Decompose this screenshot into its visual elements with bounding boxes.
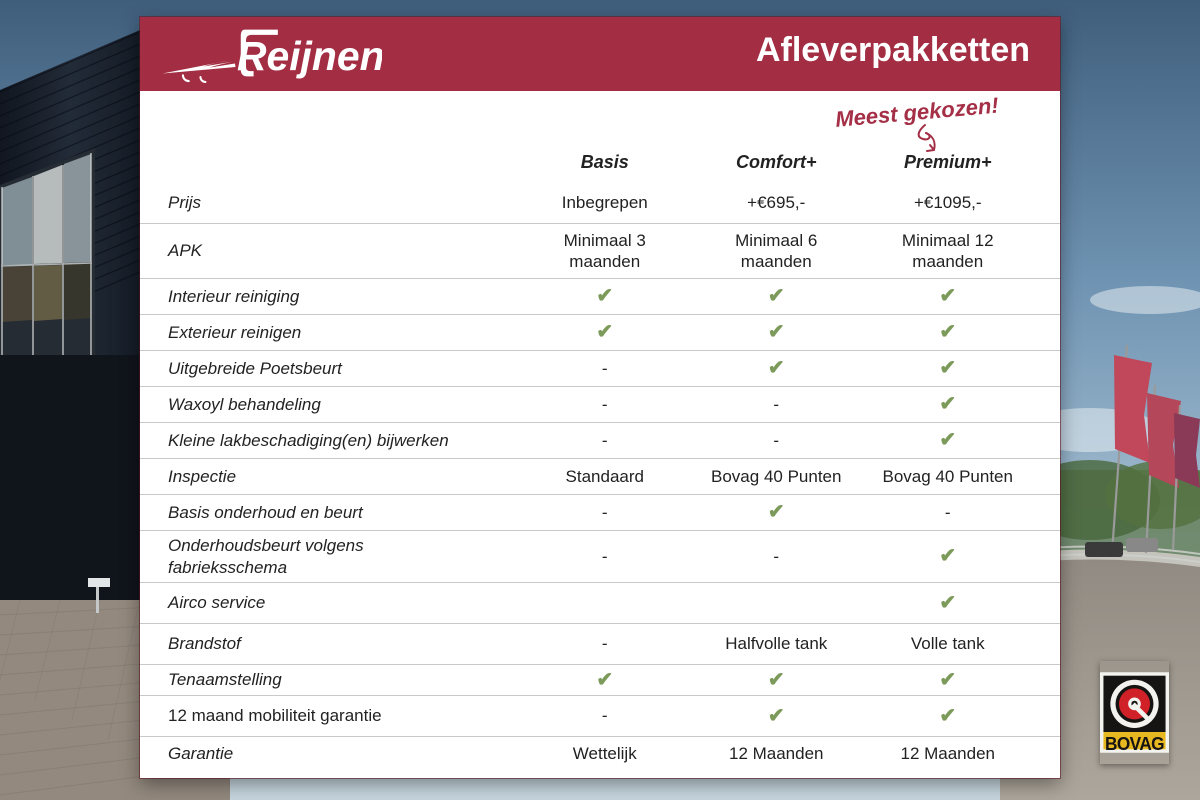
- svg-text:Reijnen: Reijnen: [237, 33, 382, 79]
- svg-text:BOVAG: BOVAG: [1105, 734, 1164, 754]
- svg-text:Meest gekozen!: Meest gekozen!: [834, 97, 999, 132]
